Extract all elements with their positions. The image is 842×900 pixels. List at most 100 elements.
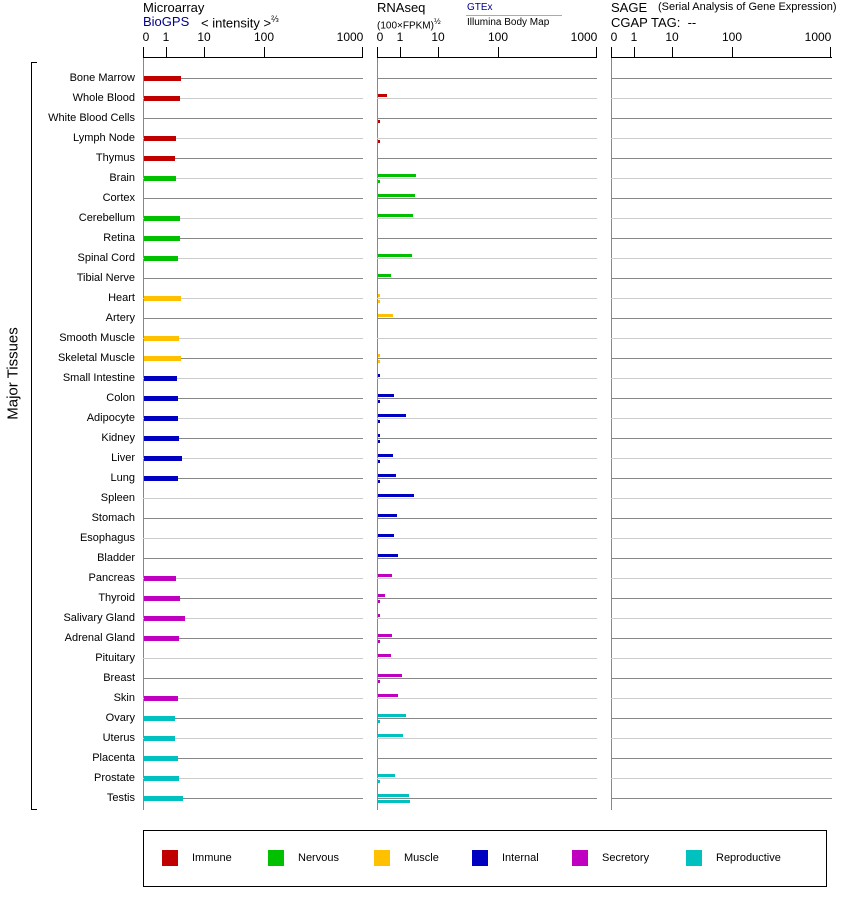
- bar-gtex[interactable]: [378, 434, 381, 437]
- bar-illumina-body-map[interactable]: [378, 780, 381, 783]
- bar-illumina-body-map[interactable]: [378, 440, 381, 443]
- bar-gtex[interactable]: [378, 594, 385, 597]
- bar-gtex[interactable]: [378, 554, 398, 557]
- rnaseq-unit-text: (100×FPKM): [377, 20, 434, 32]
- intensity-unit: < intensity >: [201, 15, 272, 31]
- bar-biogps[interactable]: [144, 256, 179, 261]
- sage-gridline: [611, 498, 832, 499]
- bar-biogps[interactable]: [144, 436, 179, 441]
- bar-illumina-body-map[interactable]: [378, 420, 381, 423]
- bar-biogps[interactable]: [144, 596, 180, 601]
- bar-gtex[interactable]: [378, 94, 387, 97]
- bar-gtex[interactable]: [378, 394, 395, 397]
- microarray-gridline: [143, 238, 363, 239]
- bar-biogps[interactable]: [144, 156, 175, 161]
- bar-biogps[interactable]: [144, 456, 182, 461]
- bar-biogps[interactable]: [144, 356, 182, 361]
- bar-gtex[interactable]: [378, 194, 416, 197]
- bar-biogps[interactable]: [144, 136, 177, 141]
- bar-gtex[interactable]: [378, 414, 406, 417]
- bar-biogps[interactable]: [144, 236, 180, 241]
- microarray-gridline: [143, 538, 363, 539]
- tissue-label: Spinal Cord: [77, 252, 135, 264]
- bar-gtex[interactable]: [378, 774, 396, 777]
- bar-gtex[interactable]: [378, 494, 414, 497]
- bar-biogps[interactable]: [144, 576, 177, 581]
- bar-illumina-body-map[interactable]: [378, 400, 381, 403]
- bar-illumina-body-map[interactable]: [378, 720, 381, 723]
- rnaseq-gridline: [377, 578, 597, 579]
- bar-gtex[interactable]: [378, 734, 404, 737]
- rnaseq-gridline: [377, 458, 597, 459]
- legend-item-nervous: Nervous: [268, 850, 339, 866]
- bar-gtex[interactable]: [378, 254, 413, 257]
- bar-biogps[interactable]: [144, 636, 179, 641]
- bar-gtex[interactable]: [378, 274, 392, 277]
- bar-biogps[interactable]: [144, 396, 179, 401]
- microarray-tick-label: 0: [142, 30, 150, 44]
- bar-illumina-body-map[interactable]: [378, 300, 381, 303]
- gtex-link[interactable]: GTEx: [467, 2, 493, 13]
- bar-biogps[interactable]: [144, 376, 177, 381]
- tissue-label: Smooth Muscle: [59, 332, 135, 344]
- bar-biogps[interactable]: [144, 336, 179, 341]
- microarray-gridline: [143, 318, 363, 319]
- bar-gtex[interactable]: [378, 454, 393, 457]
- sage-gridline: [611, 518, 832, 519]
- microarray-gridline: [143, 718, 363, 719]
- bar-biogps[interactable]: [144, 176, 177, 181]
- bar-biogps[interactable]: [144, 736, 175, 741]
- bar-gtex[interactable]: [378, 614, 381, 617]
- bar-illumina-body-map[interactable]: [378, 180, 381, 183]
- sage-gridline: [611, 338, 832, 339]
- bar-biogps[interactable]: [144, 696, 179, 701]
- bar-gtex[interactable]: [378, 714, 406, 717]
- bar-gtex[interactable]: [378, 654, 392, 657]
- bar-gtex[interactable]: [378, 294, 381, 297]
- bar-illumina-body-map[interactable]: [378, 600, 381, 603]
- bar-gtex[interactable]: [378, 634, 393, 637]
- bar-illumina-body-map[interactable]: [378, 460, 381, 463]
- rnaseq-gridline: [377, 638, 597, 639]
- bar-biogps[interactable]: [144, 756, 179, 761]
- bar-illumina-body-map[interactable]: [378, 800, 411, 803]
- bar-illumina-body-map[interactable]: [378, 640, 381, 643]
- bar-biogps[interactable]: [144, 76, 182, 81]
- sage-gridline: [611, 438, 832, 439]
- bar-gtex[interactable]: [378, 314, 393, 317]
- bar-gtex[interactable]: [378, 794, 409, 797]
- bar-biogps[interactable]: [144, 476, 179, 481]
- bar-biogps[interactable]: [144, 716, 175, 721]
- microarray-gridline: [143, 398, 363, 399]
- bar-biogps[interactable]: [144, 96, 180, 101]
- bar-gtex[interactable]: [378, 474, 396, 477]
- bar-illumina-body-map[interactable]: [378, 480, 381, 483]
- bar-gtex[interactable]: [378, 694, 398, 697]
- rnaseq-tick: [498, 47, 499, 57]
- bar-gtex[interactable]: [378, 534, 395, 537]
- bar-illumina-body-map[interactable]: [378, 680, 381, 683]
- rnaseq-gridline: [377, 758, 597, 759]
- bar-gtex[interactable]: [378, 354, 381, 357]
- bar-biogps[interactable]: [144, 296, 182, 301]
- bar-biogps[interactable]: [144, 216, 180, 221]
- bar-biogps[interactable]: [144, 616, 186, 621]
- bar-biogps[interactable]: [144, 776, 179, 781]
- bar-illumina-body-map[interactable]: [378, 360, 381, 363]
- sage-axis: [611, 57, 612, 810]
- bar-gtex[interactable]: [378, 374, 381, 377]
- bar-gtex[interactable]: [378, 174, 416, 177]
- biogps-link[interactable]: BioGPS: [143, 14, 190, 29]
- tissue-label: Tibial Nerve: [76, 272, 135, 284]
- microarray-tick: [264, 47, 265, 57]
- tissue-label: Bone Marrow: [69, 72, 135, 84]
- bar-illumina-body-map[interactable]: [378, 120, 381, 123]
- bar-biogps[interactable]: [144, 416, 179, 421]
- bar-gtex[interactable]: [378, 214, 413, 217]
- bar-gtex[interactable]: [378, 514, 398, 517]
- bar-gtex[interactable]: [378, 674, 402, 677]
- bar-illumina-body-map[interactable]: [378, 140, 381, 143]
- bar-biogps[interactable]: [144, 796, 184, 801]
- bar-gtex[interactable]: [378, 574, 393, 577]
- sage-tick-label: 1: [630, 30, 638, 44]
